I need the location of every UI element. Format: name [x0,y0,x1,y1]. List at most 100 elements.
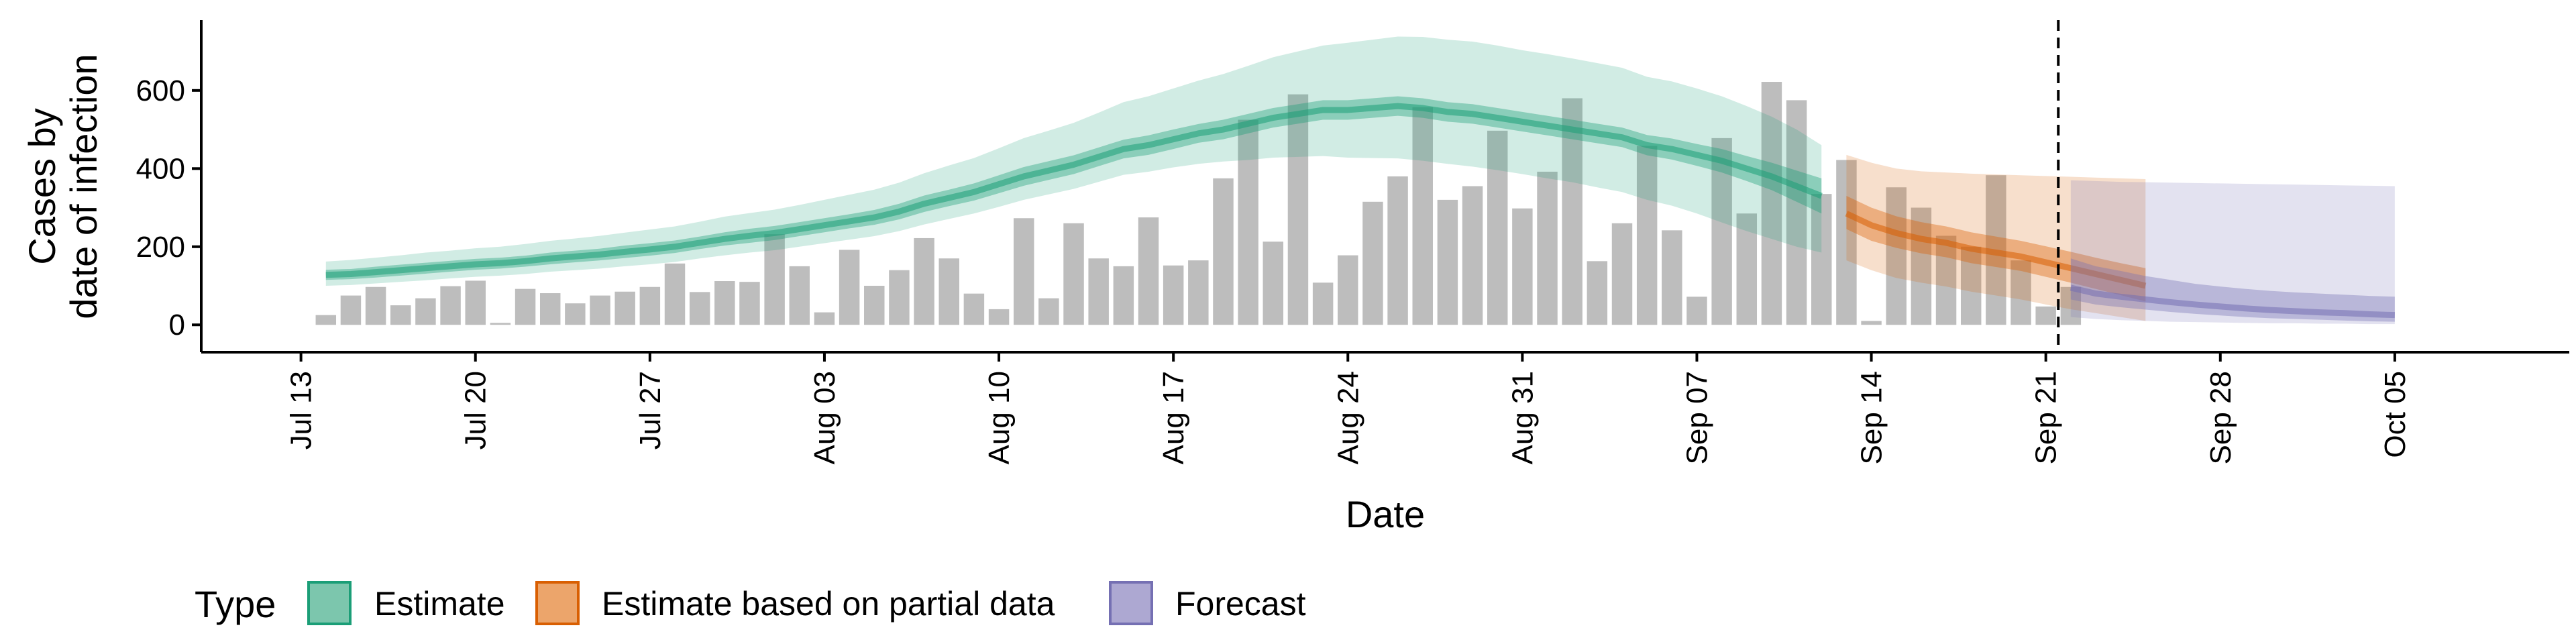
reported-case-bar [1537,171,1558,325]
reported-case-bar [1636,146,1658,325]
reported-case-bar [914,237,934,325]
y-tick-label: 0 [169,309,185,341]
reported-case-bar [1711,138,1732,325]
reported-case-bar [1213,178,1234,325]
x-axis-title: Date [1346,493,1425,535]
reported-case-bar [938,258,959,325]
legend-items: Estimate Estimate based on partial data Fo… [307,581,1306,625]
x-tick-label: Aug 31 [1506,371,1539,464]
reported-case-bar [1736,213,1758,325]
y-tick-label: 400 [136,152,185,185]
x-tick-label: Aug 17 [1157,371,1190,464]
legend-label: Estimate [374,585,505,623]
reported-case-bar [1512,208,1533,325]
x-axis-ticks: Jul 13 Jul 20 Jul 27 Aug 03 Aug 10 Aug 17 Aug … [285,352,2412,464]
x-tick-label: Jul 13 [285,371,318,449]
reported-case-bar [988,309,1010,325]
reported-case-bar [1786,100,1807,325]
legend-item: Forecast [1109,581,1306,625]
x-tick-label: Jul 20 [460,371,492,449]
y-tick-label: 200 [136,231,185,264]
reported-case-bar [1188,260,1209,325]
reported-case-bar [789,266,810,325]
reported-case-bar [440,286,461,325]
x-tick-label: Aug 03 [808,371,841,464]
partial-median-line [1845,211,2147,289]
reported-case-bar [340,295,362,325]
reported-case-bar [739,282,760,325]
x-tick-label: Sep 14 [1856,371,1888,464]
reported-case-bar [1611,223,1633,325]
x-tick-label: Jul 27 [634,371,667,449]
reported-case-bar [1263,241,1284,325]
reported-case-bar [639,286,661,325]
reported-case-bar [1412,107,1433,325]
estimate-bands [325,36,2396,325]
reported-case-bar [415,298,436,325]
reported-case-bar [1662,230,1682,325]
forecast-inner-band [2070,258,2395,322]
reported-case-bar [1038,298,1059,325]
reported-case-bar [1163,265,1184,325]
x-tick-label: Aug 10 [983,371,1016,464]
reported-case-bar [1861,321,1882,325]
reported-case-bar [1686,297,1707,325]
reported-case-bar [2010,260,2031,325]
reported-case-bar [1886,187,1907,325]
reported-case-bar [1312,282,1334,325]
reported-case-bar [1287,94,1309,325]
reported-case-bar [1113,266,1134,325]
reported-case-bar [1462,186,1483,325]
y-axis-ticks: 0 200 400 600 [136,74,201,341]
reported-case-bar [764,234,785,325]
reported-case-bar [614,291,635,325]
reported-case-bar [1063,223,1084,325]
reported-case-bar [1362,201,1383,325]
reported-case-bar [1387,176,1408,325]
legend-item: Estimate based on partial data [535,581,1055,625]
reported-case-bar [465,280,486,325]
legend-label: Estimate based on partial data [602,585,1055,623]
partial-inner-band [1846,196,2146,302]
x-tick-label: Aug 24 [1332,371,1364,464]
reported-case-bar [565,303,586,325]
reported-case-bar [365,286,386,325]
reported-case-bar [315,315,337,325]
legend-swatch [307,581,352,625]
legend-item: Estimate [307,581,505,625]
x-tick-label: Sep 21 [2030,371,2063,464]
x-tick-label: Oct 05 [2379,371,2412,458]
reported-case-bar [1013,218,1034,325]
forecast-median-line [2070,284,2396,319]
reported-case-bar [490,323,511,325]
reported-case-bar [1437,199,1458,325]
reported-case-bar [2060,286,2082,325]
reported-case-bar [664,263,686,325]
legend-swatch [1109,581,1153,625]
reported-cases-bars [315,82,2082,325]
reported-case-bar [689,292,710,325]
reported-case-bar [390,305,411,325]
forecast-outer-band [2070,180,2395,325]
reported-case-bar [814,312,835,325]
y-axis-title-line-2: date of infection [62,54,105,319]
reported-case-bar [864,286,885,325]
reported-case-bar [1338,255,1358,325]
reported-case-bar [539,293,561,325]
legend-swatch [535,581,580,625]
reported-case-bar [1811,194,1832,325]
reported-case-bar [2035,306,2056,325]
reported-case-bar [1562,98,1582,325]
reported-case-bar [1761,82,1782,325]
estimate-median-line [325,103,1823,278]
reported-case-bar [1088,258,1109,325]
reported-case-bar [1960,246,1982,325]
reported-case-bar [1238,119,1258,325]
reported-case-bar [963,293,985,325]
reported-case-bar [1587,261,1608,325]
reported-case-bar [515,288,536,325]
x-tick-label: Sep 28 [2204,371,2237,464]
y-tick-label: 600 [136,74,185,107]
x-tick-label: Sep 07 [1680,371,1713,464]
